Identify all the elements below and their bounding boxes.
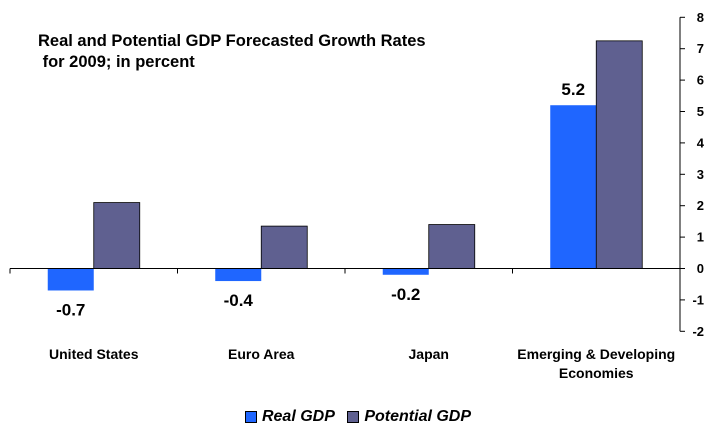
data-label-real-0: -0.7 (56, 300, 85, 319)
data-label-real-1: -0.4 (224, 291, 254, 310)
legend-label-real-gdp: Real GDP (261, 408, 335, 425)
y-tick-label-7: 5 (697, 104, 704, 119)
category-label-3: Emerging & Developing Economies (511, 345, 681, 383)
chart-title-line-1: Real and Potential GDP Forecasted Growth… (38, 32, 426, 50)
bar-potential-3 (595, 40, 643, 269)
legend-item-potential-gdp: Potential GDP (347, 408, 471, 426)
y-tick-label-10: 8 (697, 10, 704, 25)
y-tick-label-9: 7 (697, 41, 704, 56)
chart-title: Real and Potential GDP Forecasted Growth… (38, 31, 426, 73)
legend-label-potential-gdp: Potential GDP (364, 408, 472, 425)
legend-item-real-gdp: Real GDP (244, 408, 335, 426)
category-label-3-line-0: Emerging & Developing (517, 346, 676, 362)
category-label-1-line-0: Euro Area (228, 346, 295, 362)
category-label-0-line-0: United States (49, 346, 139, 362)
category-label-2: Japan (344, 345, 514, 364)
category-label-0: United States (9, 345, 179, 364)
bar-potential-2 (428, 224, 476, 269)
y-tick-label-0: -2 (692, 324, 704, 339)
legend: Real GDP Potential GDP (0, 408, 716, 428)
data-label-real-3: 5.2 (561, 80, 585, 99)
bar-real-3 (550, 105, 597, 269)
category-label-2-line-0: Japan (408, 346, 449, 362)
y-tick-label-2: 0 (697, 261, 704, 276)
bar-real-0 (47, 268, 94, 291)
legend-swatch-real-gdp (244, 411, 257, 423)
y-tick-label-1: -1 (692, 292, 704, 307)
bar-real-1 (215, 268, 262, 282)
y-tick-label-8: 6 (697, 73, 704, 88)
category-label-1: Euro Area (176, 345, 346, 364)
bar-potential-1 (260, 225, 308, 269)
y-tick-label-4: 2 (697, 198, 704, 213)
legend-swatch-potential-gdp (347, 411, 360, 423)
bar-real-2 (382, 268, 429, 275)
y-tick-label-3: 1 (697, 230, 704, 245)
bar-potential-0 (93, 202, 141, 269)
y-tick-label-5: 3 (697, 167, 704, 182)
data-label-real-2: -0.2 (391, 285, 420, 304)
chart-title-line-2: for 2009; in percent (38, 53, 195, 71)
y-tick-label-6: 4 (697, 135, 705, 150)
category-label-3-line-1: Economies (558, 365, 634, 381)
